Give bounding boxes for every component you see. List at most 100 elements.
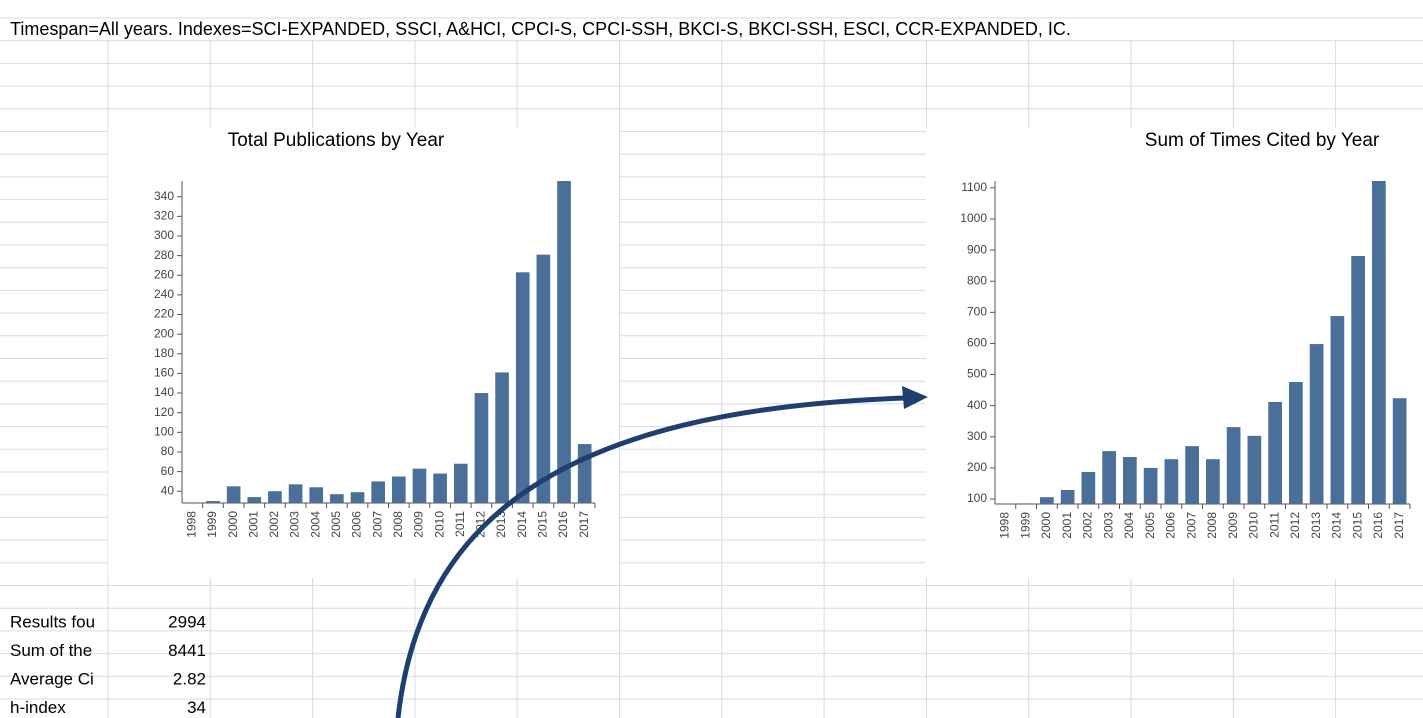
x-tick-label: 2004 — [308, 511, 322, 538]
bar — [412, 468, 427, 503]
y-tick-label: 100 — [967, 491, 987, 505]
y-tick-label: 800 — [967, 273, 987, 287]
x-tick-label: 2009 — [412, 511, 426, 538]
y-tick-label: 80 — [161, 444, 175, 458]
x-tick-label: 2003 — [1101, 512, 1115, 539]
x-tick-label: 2014 — [515, 511, 529, 538]
summary-value: 34 — [187, 698, 206, 717]
x-tick-label: 2011 — [453, 511, 467, 537]
bar — [1289, 382, 1303, 504]
bar — [1123, 457, 1137, 504]
summary-label: Sum of the — [10, 641, 92, 660]
y-tick-label: 220 — [154, 307, 174, 321]
arrow — [395, 395, 906, 718]
bar — [371, 481, 385, 503]
bar — [1247, 435, 1262, 504]
bar — [536, 254, 551, 503]
bar — [1392, 398, 1407, 504]
y-tick-label: 120 — [154, 405, 174, 419]
bar — [1081, 471, 1096, 504]
bar — [1164, 459, 1179, 504]
bar — [1060, 489, 1075, 504]
x-tick-label: 2003 — [288, 511, 302, 538]
bar — [268, 491, 282, 503]
x-tick-label: 2008 — [1205, 512, 1219, 539]
x-tick-label: 2002 — [1081, 512, 1095, 539]
y-tick-label: 400 — [967, 398, 987, 412]
x-tick-label: 2017 — [1392, 512, 1406, 539]
x-tick-label: 2001 — [246, 511, 260, 538]
y-tick-label: 160 — [154, 366, 174, 380]
y-tick-label: 100 — [154, 424, 174, 438]
x-tick-label: 2007 — [1184, 512, 1198, 539]
y-tick-label: 280 — [154, 248, 174, 262]
bar — [1019, 503, 1033, 504]
x-tick-label: 2013 — [1309, 512, 1323, 539]
bar — [495, 372, 509, 503]
bar — [1185, 446, 1199, 504]
bar — [206, 501, 220, 503]
bar — [577, 444, 592, 503]
y-tick-label: 260 — [154, 267, 174, 281]
summary-value: 2.82 — [173, 669, 206, 688]
x-tick-label: 2005 — [1143, 512, 1157, 539]
bar — [1226, 427, 1241, 504]
bar — [226, 486, 241, 503]
bar — [392, 476, 406, 503]
x-tick-label: 2008 — [391, 511, 405, 538]
x-tick-label: 2013 — [494, 511, 508, 538]
x-tick-label: 2005 — [329, 511, 343, 538]
x-tick-label: 1999 — [1018, 512, 1032, 539]
bar — [247, 497, 262, 503]
bar — [288, 484, 303, 503]
summary-label: h-index — [10, 698, 66, 717]
bar — [1040, 497, 1054, 504]
summary-label: Average Ci — [10, 669, 94, 688]
y-tick-label: 1100 — [961, 180, 987, 194]
x-tick-label: 2012 — [1288, 512, 1302, 539]
x-tick-label: 2017 — [577, 511, 591, 538]
x-tick-label: 2016 — [1371, 512, 1385, 539]
y-tick-label: 240 — [154, 287, 174, 301]
bar — [1206, 459, 1220, 504]
bar — [330, 494, 344, 503]
x-tick-label: 2004 — [1122, 512, 1136, 539]
summary-label: Results fou — [10, 612, 95, 631]
x-tick-label: 2010 — [1247, 512, 1261, 539]
bar — [1330, 316, 1345, 504]
y-tick-label: 600 — [967, 336, 987, 350]
x-tick-label: 1999 — [205, 511, 219, 538]
y-tick-label: 200 — [154, 326, 174, 340]
x-tick-label: 2015 — [1350, 512, 1364, 539]
bar — [309, 487, 324, 503]
x-tick-label: 2016 — [556, 511, 570, 538]
x-tick-label: 2006 — [350, 511, 364, 538]
bar — [453, 463, 468, 503]
y-tick-label: 500 — [967, 367, 987, 381]
bar — [1102, 451, 1116, 504]
timespan-text: Timespan=All years. Indexes=SCI-EXPANDED… — [10, 19, 1071, 39]
y-tick-label: 40 — [161, 483, 175, 497]
bar — [515, 272, 530, 503]
y-tick-label: 900 — [967, 242, 987, 256]
x-tick-label: 2014 — [1330, 512, 1344, 539]
bar — [1309, 344, 1324, 504]
x-tick-label: 2006 — [1164, 512, 1178, 539]
x-tick-label: 1998 — [998, 512, 1012, 539]
y-tick-label: 60 — [161, 464, 175, 478]
bar — [1268, 401, 1282, 504]
summary-value: 8441 — [168, 641, 206, 660]
bar — [433, 473, 447, 503]
x-tick-label: 2002 — [267, 511, 281, 538]
y-tick-label: 200 — [967, 460, 987, 474]
bar — [474, 393, 489, 503]
x-tick-label: 1998 — [184, 511, 198, 538]
y-tick-label: 320 — [154, 209, 174, 223]
x-tick-label: 2011 — [1267, 512, 1281, 538]
bar — [1143, 467, 1158, 504]
y-tick-label: 300 — [967, 429, 987, 443]
x-tick-label: 2001 — [1060, 512, 1074, 539]
chart-title: Total Publications by Year — [228, 130, 445, 151]
y-tick-label: 340 — [154, 189, 174, 203]
chart-panel — [926, 128, 1423, 578]
